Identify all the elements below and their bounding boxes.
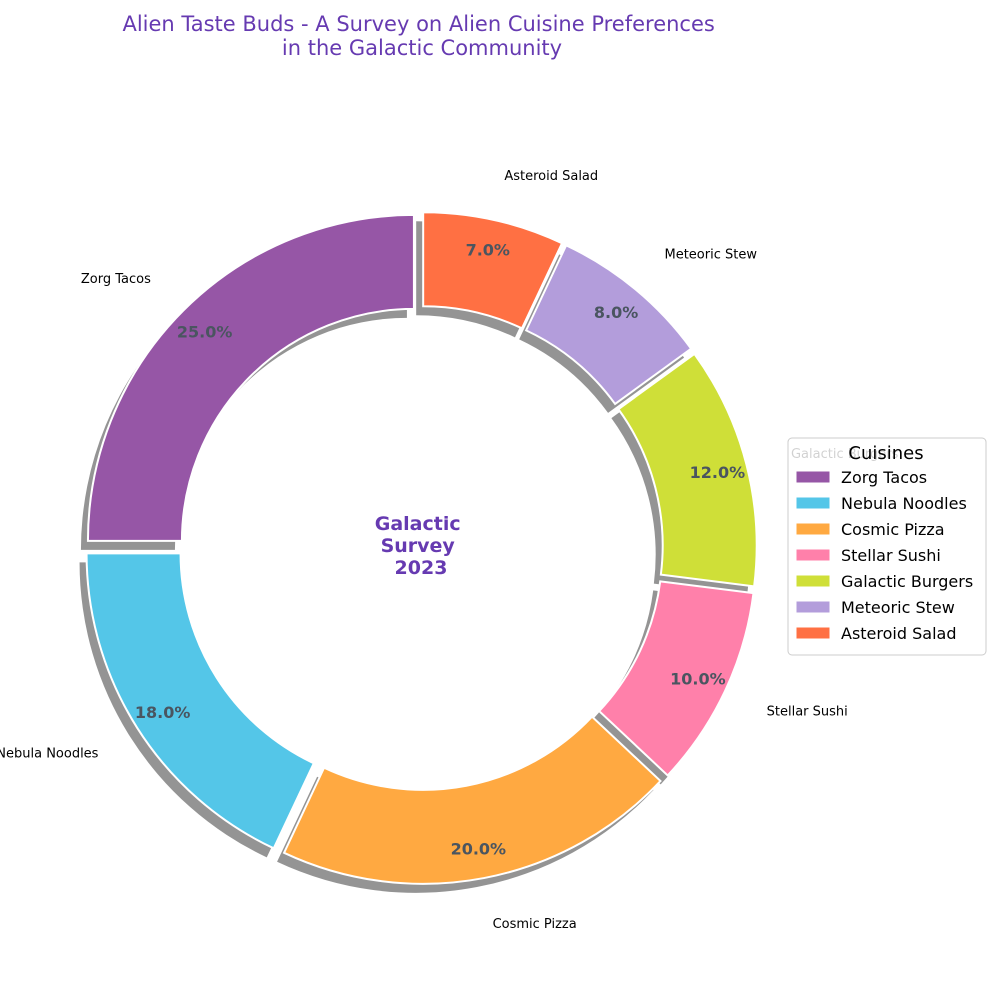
chart-title: Alien Taste Buds - A Survey on Alien Cui… [122,12,721,60]
slice-label-zorg-tacos: Zorg Tacos [81,272,151,287]
percent-labels: 25.0% 18.0% 20.0% 10.0% 12.0% 8.0% 7.0% [135,240,745,858]
legend-swatch-cosmic-pizza [795,522,831,536]
legend-label-cosmic-pizza: Cosmic Pizza [841,520,945,539]
percent-label-stellar-sushi: 10.0% [670,669,726,688]
slice-label-stellar-sushi: Stellar Sushi [767,705,848,720]
legend-title: Cuisines [848,443,923,464]
legend-label-stellar-sushi: Stellar Sushi [841,546,941,565]
slice-cosmic-pizza [282,715,662,885]
chart-title-line-1: Alien Taste Buds - A Survey on Alien Cui… [122,12,714,36]
slice-label-nebula-noodles: Nebula Noodles [0,747,99,762]
slice-meteoric-stew [524,243,693,406]
center-text-line-3: 2023 [395,557,448,579]
slice-labels: Zorg Tacos Nebula Noodles Cosmic Pizza Stel… [0,169,899,932]
legend-swatch-galactic-burgers [795,574,831,588]
legend-swatch-zorg-tacos [795,470,831,484]
legend-entries: Zorg Tacos Nebula Noodles Cosmic Pizza Stel… [795,468,973,643]
chart-title-line-2: in the Galactic Community [282,36,562,60]
slice-zorg-tacos [86,213,415,542]
slice-label-meteoric-stew: Meteoric Stew [664,248,757,263]
legend-swatch-stellar-sushi [795,548,831,562]
legend-label-zorg-tacos: Zorg Tacos [841,468,927,487]
percent-label-asteroid-salad: 7.0% [466,240,510,259]
center-text-line-2: Survey [381,535,456,557]
legend-swatch-nebula-noodles [795,496,831,510]
legend-swatch-asteroid-salad [795,626,831,640]
slices [85,211,758,885]
legend-label-galactic-burgers: Galactic Burgers [841,572,973,591]
legend-label-meteoric-stew: Meteoric Stew [841,598,955,617]
percent-label-galactic-burgers: 12.0% [690,463,746,482]
percent-label-meteoric-stew: 8.0% [594,303,638,322]
slice-stellar-sushi [597,580,755,777]
center-text-line-1: Galactic [375,513,461,535]
slice-galactic-burgers [616,352,758,588]
legend-swatch-meteoric-stew [795,600,831,614]
legend-label-nebula-noodles: Nebula Noodles [841,494,967,513]
legend-frame [787,437,987,656]
percent-label-nebula-noodles: 18.0% [135,703,191,722]
legend: Cuisines Zorg Tacos Nebula Noodles Cosmic … [787,437,987,656]
slice-label-cosmic-pizza: Cosmic Pizza [493,917,577,932]
slice-asteroid-salad [422,211,564,330]
slice-label-asteroid-salad: Asteroid Salad [504,169,598,184]
center-text: Galactic Survey 2023 [375,513,468,579]
slice-nebula-noodles [85,552,316,850]
percent-label-zorg-tacos: 25.0% [177,323,233,342]
percent-label-cosmic-pizza: 20.0% [451,840,507,859]
legend-label-asteroid-salad: Asteroid Salad [841,624,956,643]
